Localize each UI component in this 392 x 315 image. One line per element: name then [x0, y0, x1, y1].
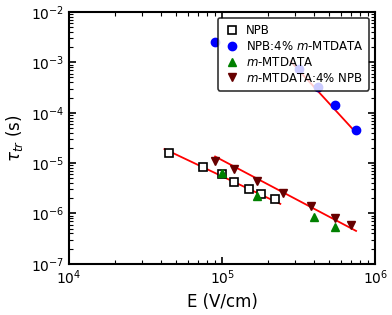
- X-axis label: E (V/cm): E (V/cm): [187, 293, 258, 311]
- Line: $m$-MTDATA:4% NPB: $m$-MTDATA:4% NPB: [211, 157, 356, 229]
- Line: NPB: NPB: [165, 149, 278, 203]
- NPB:4% $m$-MTDATA: [333, 103, 338, 107]
- NPB:4% $m$-MTDATA: [297, 67, 302, 71]
- NPB:4% $m$-MTDATA: [213, 40, 218, 44]
- NPB: [259, 192, 263, 196]
- NPB: [272, 198, 277, 201]
- Y-axis label: $\tau_{tr}$ (s): $\tau_{tr}$ (s): [4, 114, 25, 162]
- $m$-MTDATA: [312, 215, 317, 219]
- $m$-MTDATA:4% NPB: [232, 168, 237, 171]
- $m$-MTDATA:4% NPB: [309, 204, 313, 208]
- $m$-MTDATA:4% NPB: [349, 223, 354, 226]
- NPB: [247, 187, 251, 191]
- NPB: [167, 151, 171, 155]
- NPB: [201, 165, 205, 169]
- Legend: NPB, NPB:4% $m$-MTDATA, $m$-MTDATA, $m$-MTDATA:4% NPB: NPB, NPB:4% $m$-MTDATA, $m$-MTDATA, $m$-…: [218, 18, 369, 90]
- $m$-MTDATA: [255, 194, 260, 198]
- $m$-MTDATA:4% NPB: [255, 179, 260, 182]
- $m$-MTDATA:4% NPB: [213, 159, 218, 163]
- NPB:4% $m$-MTDATA: [354, 128, 358, 132]
- Line: $m$-MTDATA: $m$-MTDATA: [218, 168, 339, 231]
- NPB:4% $m$-MTDATA: [315, 85, 320, 89]
- NPB: [220, 172, 225, 176]
- $m$-MTDATA:4% NPB: [281, 192, 285, 195]
- $m$-MTDATA:4% NPB: [333, 216, 338, 220]
- $m$-MTDATA: [333, 225, 338, 228]
- Line: NPB:4% $m$-MTDATA: NPB:4% $m$-MTDATA: [211, 38, 360, 134]
- NPB: [232, 180, 237, 184]
- $m$-MTDATA: [220, 171, 225, 175]
